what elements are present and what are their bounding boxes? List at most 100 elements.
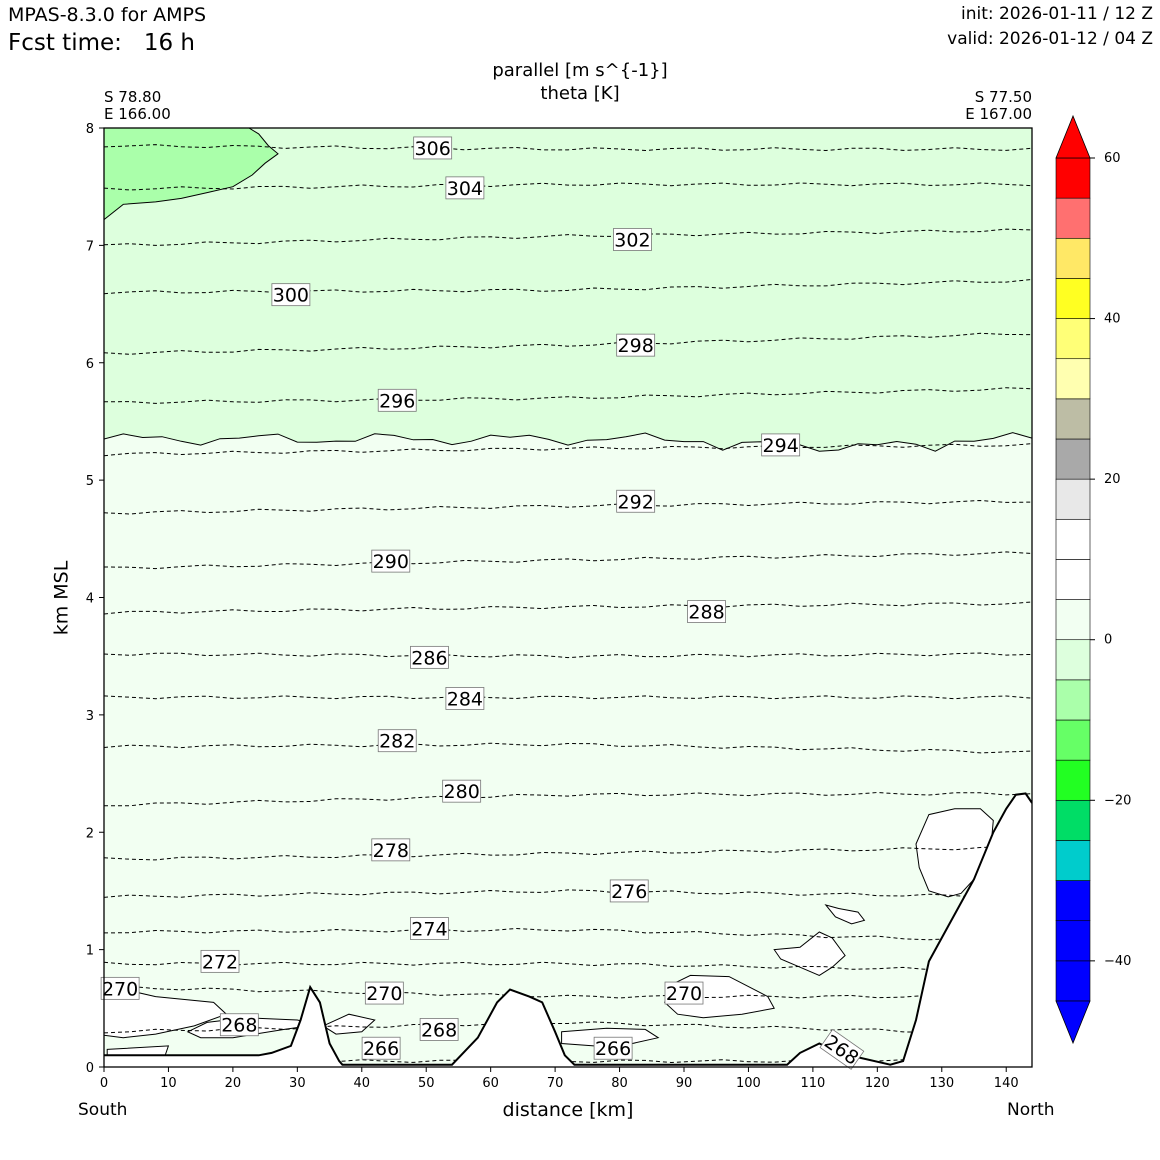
colorbar: −40 −20 0 20 40 60	[1055, 114, 1131, 1045]
fill-region-zero-7	[322, 1013, 376, 1035]
y-axis-ticks: 0 1 2 3 4 5 6 7 8	[86, 122, 104, 1076]
y-tick-label: 1	[86, 944, 94, 959]
x-tick-label: 20	[225, 1076, 242, 1091]
colorbar-segment	[1055, 358, 1091, 400]
filled-contours	[104, 128, 1032, 1067]
theta-label-text: 294	[763, 435, 799, 457]
x-tick-label: 40	[354, 1076, 371, 1091]
colorbar-segment	[1055, 840, 1091, 881]
colorbar-segment	[1055, 318, 1091, 360]
theta-contour-272	[104, 961, 1032, 973]
theta-label-text: 282	[379, 731, 415, 753]
theta-contours	[104, 144, 1032, 1064]
colorbar-tick-label: 20	[1104, 472, 1121, 487]
theta-label-box	[377, 729, 417, 753]
start-longitude: E 166.00	[104, 105, 171, 123]
forecast-time-label: Fcst time:	[8, 30, 122, 56]
theta-label-294: 294	[761, 433, 801, 457]
colorbar-segment	[1055, 438, 1091, 480]
theta-contour-288	[104, 601, 1032, 615]
theta-contour-282	[104, 742, 1032, 754]
fill-region-corner	[104, 128, 279, 221]
theta-label-266: 266	[593, 1036, 633, 1060]
theta-contour-298	[104, 332, 1032, 355]
chart-title-line-1: parallel [m s^{-1}]	[492, 60, 668, 81]
model-name: MPAS-8.3.0 for AMPS	[8, 4, 207, 26]
theta-label-266: 266	[361, 1036, 401, 1060]
colorbar-segment	[1055, 719, 1091, 761]
theta-label-text: 278	[373, 840, 409, 862]
y-tick-label: 3	[86, 709, 94, 724]
valid-time: valid: 2026-01-12 / 04 Z	[947, 29, 1153, 49]
theta-label-box	[377, 388, 417, 412]
theta-label-278: 278	[371, 838, 411, 862]
y-tick-label: 8	[86, 122, 94, 137]
chart-title-line-2: theta [K]	[540, 83, 620, 104]
theta-label-box	[200, 949, 240, 973]
theta-label-box	[445, 687, 485, 710]
theta-label-284: 284	[445, 687, 485, 710]
colorbar-segment	[1055, 197, 1091, 239]
theta-label-text: 276	[611, 881, 647, 903]
fill-region-upper	[104, 128, 1032, 452]
theta-contour-290	[104, 551, 1032, 570]
colorbar-segment	[1055, 398, 1091, 440]
colorbar-segment	[1055, 157, 1091, 199]
colorbar-segment	[1055, 559, 1091, 600]
x-tick-label: 90	[676, 1076, 693, 1091]
theta-label-text: 280	[444, 781, 480, 803]
theta-label-text: 290	[373, 551, 409, 573]
theta-label-text: 270	[102, 978, 138, 1000]
theta-label-box	[271, 283, 311, 307]
x-tick-label: 140	[994, 1076, 1019, 1091]
theta-label-text: 296	[379, 390, 415, 412]
theta-label-text: 288	[688, 602, 724, 624]
init-time: init: 2026-01-11 / 12 Z	[960, 4, 1153, 24]
fill-boundary-line	[104, 432, 1032, 452]
x-axis-ticks: 0 10 20 30 40 50 60 70 80 90 100 110 120 130 140	[100, 1067, 1019, 1091]
colorbar-tick-label: −40	[1104, 954, 1131, 969]
colorbar-segment	[1055, 478, 1091, 520]
y-tick-label: 2	[86, 826, 94, 841]
theta-label-text: 286	[411, 647, 447, 669]
theta-label-text: 300	[273, 285, 309, 307]
theta-label-text: 266	[363, 1038, 399, 1060]
x-tick-label: 50	[418, 1076, 435, 1091]
theta-label-text: 298	[618, 335, 654, 357]
end-longitude: E 167.00	[965, 105, 1032, 123]
theta-label-text: 284	[447, 688, 483, 710]
theta-label-268: 268	[419, 1018, 459, 1041]
fill-region-zero-2	[773, 931, 846, 976]
theta-label-292: 292	[616, 489, 656, 513]
theta-contour-306	[104, 144, 1032, 152]
end-latitude: S 77.50	[974, 88, 1032, 106]
theta-label-272: 272	[200, 949, 240, 973]
forecast-time: Fcst time: 16 h	[8, 32, 195, 55]
colorbar-segment	[1055, 920, 1091, 962]
terrain-line	[104, 792, 1032, 1066]
y-tick-label: 6	[86, 357, 94, 372]
theta-label-box	[616, 333, 656, 357]
theta-label-box	[219, 1013, 259, 1037]
theta-label-text: 292	[618, 491, 654, 513]
theta-label-306: 306	[413, 136, 453, 160]
y-tick-label: 5	[86, 474, 94, 489]
colorbar-tick-label: 0	[1104, 633, 1112, 648]
theta-label-text: 302	[614, 230, 650, 252]
colorbar-tick-label: 60	[1104, 151, 1121, 166]
theta-label-box	[445, 176, 485, 200]
x-tick-label: 110	[800, 1076, 825, 1091]
theta-contour-286	[104, 652, 1032, 659]
x-axis-label: distance [km]	[502, 1099, 634, 1121]
x-tick-label: 130	[929, 1076, 954, 1091]
theta-label-box	[371, 838, 411, 862]
theta-label-296: 296	[377, 388, 417, 412]
y-tick-label: 4	[86, 592, 94, 607]
theta-label-268: 268	[219, 1013, 259, 1037]
x-tick-label: 120	[865, 1076, 890, 1091]
theta-label-box	[819, 1028, 865, 1070]
theta-label-box	[371, 549, 411, 573]
forecast-time-value: 16 h	[143, 30, 195, 56]
theta-label-text: 268	[421, 1019, 457, 1041]
